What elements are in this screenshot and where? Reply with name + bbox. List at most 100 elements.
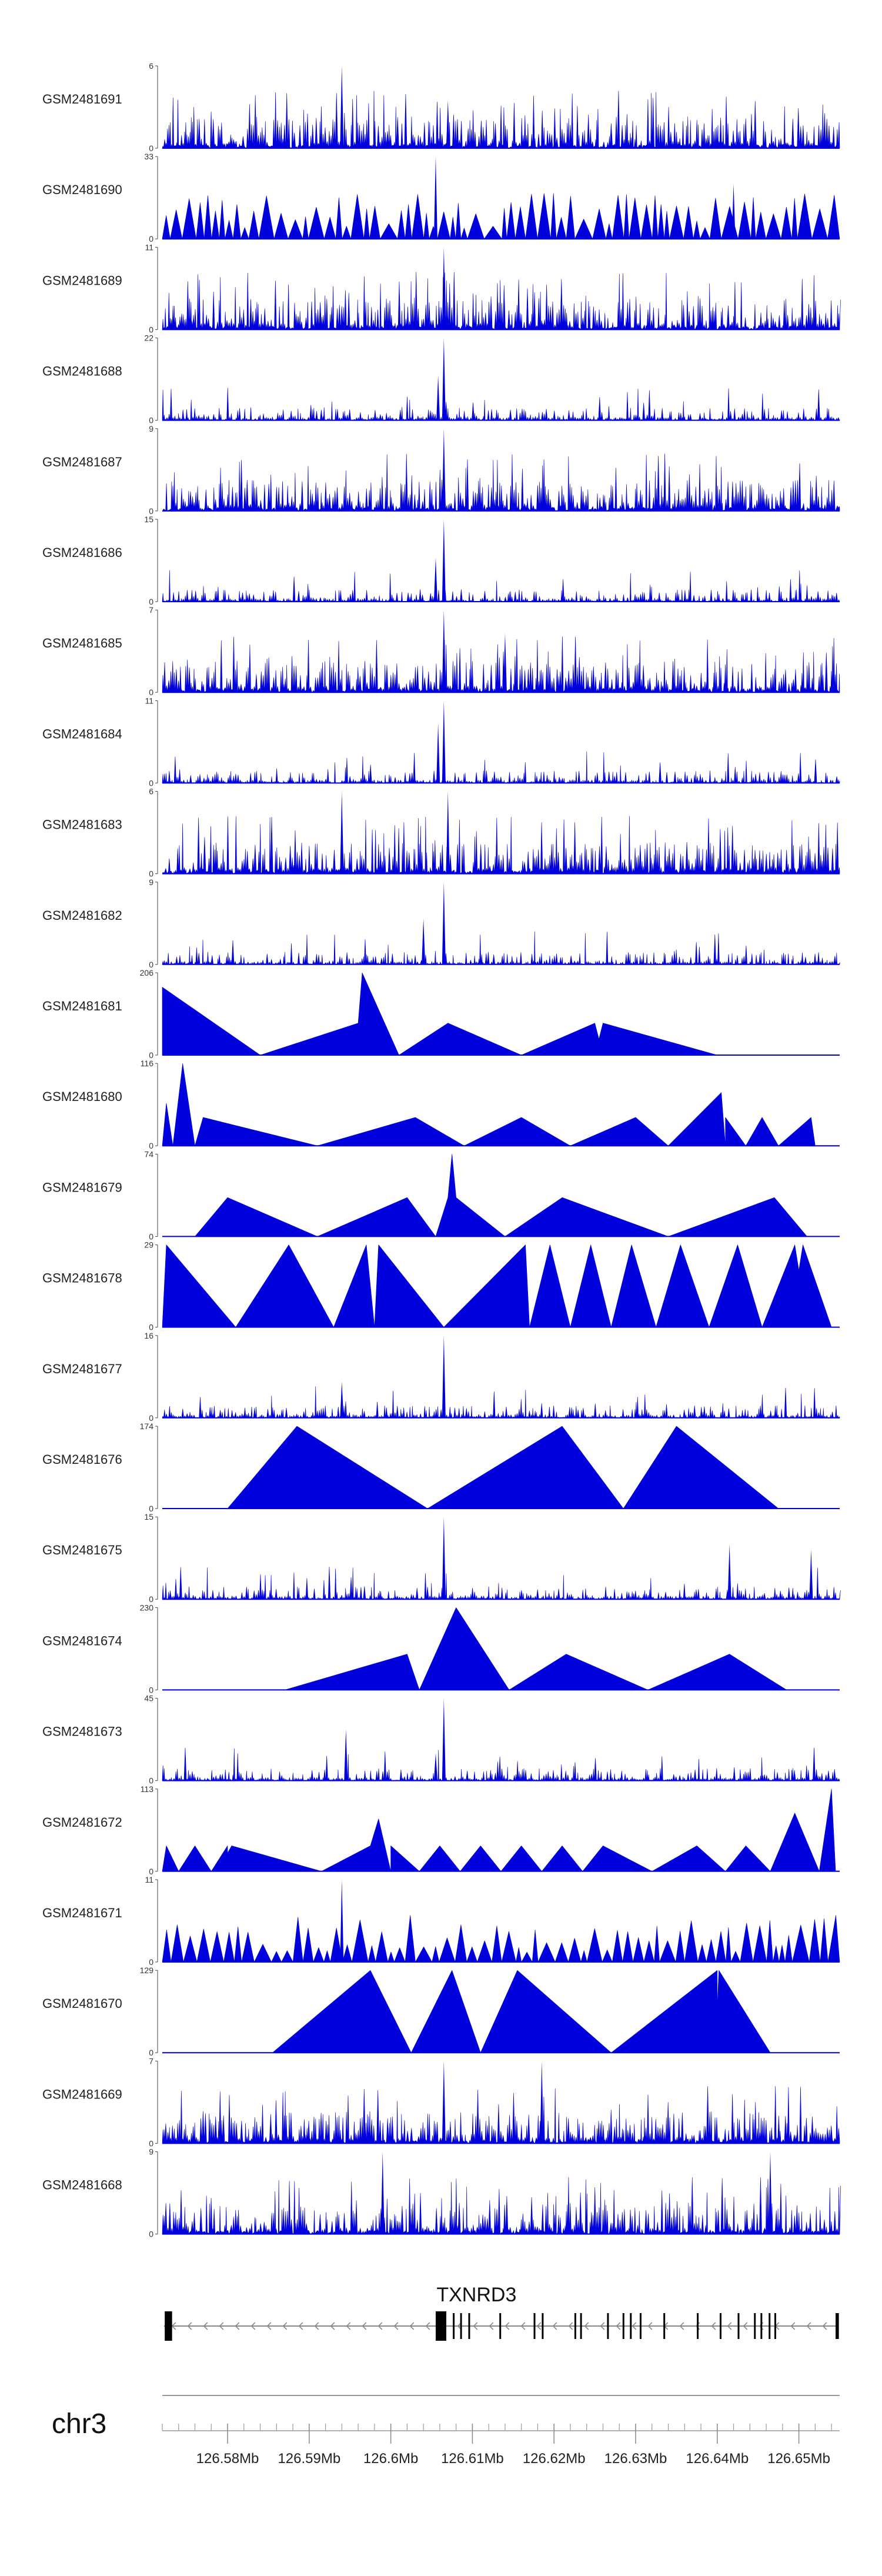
track-label: GSM2481682	[42, 908, 122, 923]
gene-exon	[719, 2313, 721, 2339]
y-min-label: 0	[149, 506, 153, 516]
y-min-label: 0	[149, 1323, 153, 1332]
strand-arrow-icon	[219, 2322, 224, 2330]
track-label: GSM2481686	[42, 545, 122, 560]
genome-axis-track: chr3 126.58Mb 126.59Mb 126.6Mb 126.61Mb 126.…	[52, 2395, 840, 2467]
gene-exon	[165, 2311, 172, 2341]
y-min-label: 0	[149, 1685, 153, 1694]
y-min-label: 0	[149, 1413, 153, 1423]
peak-spike	[442, 338, 446, 421]
coverage-area	[162, 931, 840, 965]
strand-arrow-icon	[711, 2322, 716, 2330]
coverage-area	[162, 816, 840, 874]
track-GSM2481678: GSM2481678 29 0	[42, 1240, 840, 1332]
strand-arrow-icon	[806, 2322, 811, 2330]
peak-spike	[433, 1753, 437, 1781]
peak-spike	[340, 791, 344, 874]
coverage-area	[162, 91, 840, 149]
track-GSM2481677: GSM2481677 16 0	[42, 1331, 840, 1423]
gene-exon	[468, 2313, 470, 2339]
y-max-label: 29	[144, 1240, 153, 1250]
peak-spike	[442, 247, 446, 330]
strand-arrow-icon	[282, 2322, 288, 2330]
y-min-label: 0	[149, 1141, 153, 1150]
peak-spike	[442, 1698, 446, 1781]
gene-exon	[607, 2313, 609, 2339]
peak-spike	[727, 1544, 731, 1600]
track-GSM2481675: GSM2481675 15 0	[42, 1512, 841, 1604]
peak-spike	[809, 1550, 813, 1600]
y-max-label: 11	[145, 1875, 153, 1884]
y-min-label: 0	[149, 688, 153, 697]
y-min-label: 0	[149, 869, 153, 879]
y-max-label: 16	[144, 1331, 153, 1340]
y-max-label: 7	[149, 605, 153, 615]
strand-arrow-icon	[346, 2322, 351, 2330]
coverage-area	[162, 272, 841, 330]
strand-arrow-icon	[647, 2322, 653, 2330]
y-max-label: 45	[144, 1694, 153, 1703]
coverage-area	[162, 1788, 836, 1872]
gene-exon	[774, 2313, 776, 2339]
strand-arrow-icon	[489, 2322, 494, 2330]
track-GSM2481686: GSM2481686 15 0	[42, 515, 840, 606]
peak-spike	[380, 2151, 385, 2234]
y-min-label: 0	[149, 778, 153, 788]
coverage-area	[162, 2086, 840, 2144]
y-min-label: 0	[149, 1504, 153, 1513]
coverage-area	[272, 1970, 771, 2053]
track-label: GSM2481683	[42, 817, 122, 832]
peak-spike	[442, 700, 446, 783]
coverage-area	[162, 1915, 840, 1963]
track-label: GSM2481671	[42, 1906, 122, 1920]
peak-spike	[433, 558, 437, 602]
coverage-area	[284, 1607, 787, 1690]
y-min-label: 0	[149, 2138, 153, 2148]
track-label: GSM2481676	[42, 1452, 122, 1467]
y-max-label: 9	[149, 877, 153, 887]
y-max-label: 6	[149, 787, 153, 796]
gene-name-label: TXNRD3	[436, 2284, 516, 2306]
track-label: GSM2481669	[42, 2087, 122, 2101]
x-tick-label: 126.59Mb	[278, 2451, 340, 2467]
gene-exon	[453, 2313, 455, 2339]
gene-exon	[754, 2313, 756, 2339]
x-tick-label: 126.63Mb	[604, 2451, 667, 2467]
strand-arrow-icon	[187, 2322, 192, 2330]
peak-spike	[442, 882, 446, 965]
strand-arrow-icon	[520, 2322, 526, 2330]
coverage-area	[162, 636, 840, 693]
strand-arrow-icon	[679, 2322, 684, 2330]
x-tick-label: 126.64Mb	[686, 2451, 749, 2467]
y-max-label: 9	[149, 2147, 153, 2157]
y-min-label: 0	[149, 1957, 153, 1967]
track-GSM2481688: GSM2481688 22 0	[42, 333, 840, 425]
coverage-area	[162, 388, 840, 421]
gene-exon	[533, 2313, 536, 2339]
y-max-label: 206	[140, 968, 154, 977]
coverage-area	[195, 1154, 807, 1237]
y-min-label: 0	[149, 1232, 153, 1241]
track-label: GSM2481680	[42, 1089, 122, 1104]
track-GSM2481681: GSM2481681 206 0	[42, 968, 840, 1060]
strand-arrow-icon	[377, 2322, 383, 2330]
track-GSM2481674: GSM2481674 230 0	[42, 1603, 840, 1694]
y-min-label: 0	[149, 325, 153, 334]
track-GSM2481685: GSM2481685 7 0	[42, 605, 840, 697]
track-GSM2481672: GSM2481672 113 0	[42, 1784, 840, 1876]
track-label: GSM2481688	[42, 364, 122, 379]
peak-spike	[503, 633, 507, 693]
y-max-label: 22	[144, 333, 153, 343]
y-max-label: 9	[149, 424, 153, 433]
gene-exon	[697, 2313, 699, 2339]
coverage-area	[162, 751, 840, 783]
track-label: GSM2481679	[42, 1180, 122, 1194]
y-min-label: 0	[149, 1594, 153, 1604]
track-GSM2481676: GSM2481676 174 0	[42, 1422, 840, 1513]
chromosome-label: chr3	[52, 2408, 106, 2440]
y-min-label: 0	[149, 960, 153, 969]
track-GSM2481670: GSM2481670 129 0	[42, 1966, 840, 2057]
track-label: GSM2481684	[42, 726, 122, 741]
gene-exon	[435, 2311, 447, 2341]
